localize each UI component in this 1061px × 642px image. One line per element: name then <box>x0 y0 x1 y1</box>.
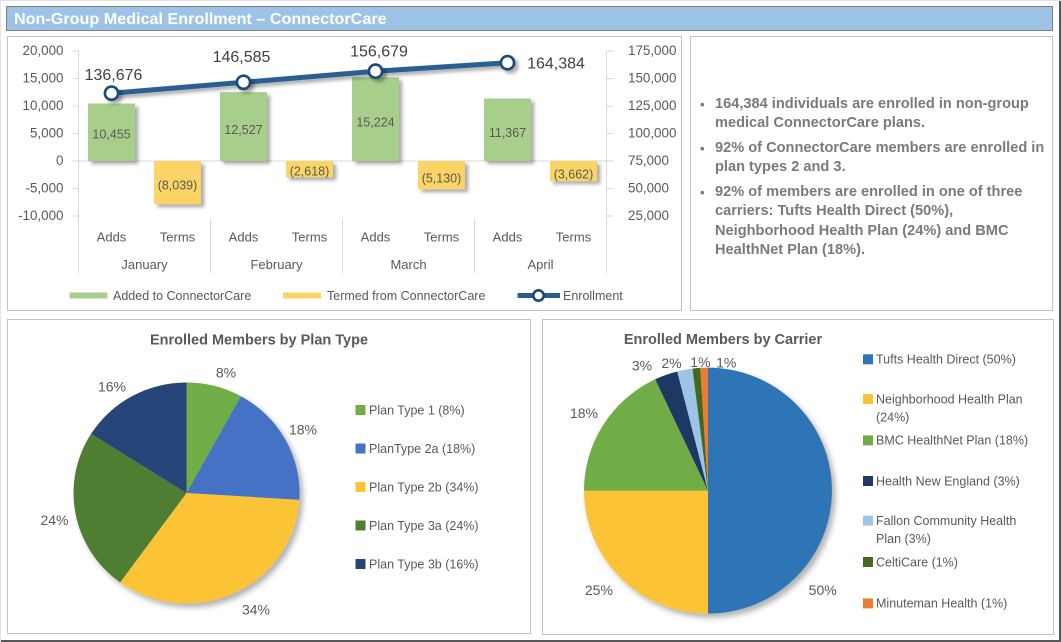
svg-text:Plan Type 1 (8%): Plan Type 1 (8%) <box>369 403 465 417</box>
svg-text:50%: 50% <box>809 582 837 598</box>
svg-text:18%: 18% <box>289 422 317 438</box>
svg-text:(8,039): (8,039) <box>158 178 198 192</box>
svg-text:150,000: 150,000 <box>628 70 676 85</box>
svg-text:25,000: 25,000 <box>628 208 669 223</box>
svg-text:Added to ConnectorCare: Added to ConnectorCare <box>113 289 251 303</box>
svg-text:Enrolled Members by Carrier: Enrolled Members by Carrier <box>624 332 823 348</box>
svg-text:1%: 1% <box>716 355 736 371</box>
svg-text:January: January <box>121 257 168 272</box>
svg-text:Health New England (3%): Health New England (3%) <box>876 474 1020 488</box>
svg-text:Termed from ConnectorCare: Termed from ConnectorCare <box>327 289 485 303</box>
svg-text:-10,000: -10,000 <box>18 208 63 223</box>
svg-text:Terms: Terms <box>292 230 328 245</box>
svg-text:Plan Type 2b (34%): Plan Type 2b (34%) <box>369 480 479 494</box>
svg-text:12,527: 12,527 <box>224 123 262 137</box>
svg-text:Enrolled Members by Plan Type: Enrolled Members by Plan Type <box>150 333 368 349</box>
svg-text:24%: 24% <box>40 512 68 528</box>
svg-text:18%: 18% <box>570 405 598 421</box>
svg-text:11,367: 11,367 <box>489 126 526 140</box>
svg-text:125,000: 125,000 <box>628 98 676 113</box>
svg-text:5,000: 5,000 <box>30 125 64 140</box>
svg-text:Minuteman Health (1%): Minuteman Health (1%) <box>876 597 1007 611</box>
svg-text:Adds: Adds <box>361 230 391 245</box>
svg-text:(3,662): (3,662) <box>554 167 594 181</box>
svg-text:CeltiCare (1%): CeltiCare (1%) <box>876 555 958 569</box>
svg-text:1%: 1% <box>690 354 710 370</box>
svg-text:2%: 2% <box>661 355 681 371</box>
svg-text:3%: 3% <box>632 358 652 374</box>
svg-text:100,000: 100,000 <box>628 125 676 140</box>
svg-text:Plan Type 3a (24%): Plan Type 3a (24%) <box>369 519 479 533</box>
svg-text:15,000: 15,000 <box>23 70 64 85</box>
svg-text:PlanType 2a (18%): PlanType 2a (18%) <box>369 442 475 456</box>
svg-text:8%: 8% <box>216 365 236 381</box>
svg-text:175,000: 175,000 <box>628 43 676 58</box>
svg-text:(5,130): (5,130) <box>422 171 462 185</box>
svg-text:Neighborhood Health Plan: Neighborhood Health Plan <box>876 392 1023 406</box>
svg-text:BMC HealthNet Plan (18%): BMC HealthNet Plan (18%) <box>876 434 1028 448</box>
svg-text:0: 0 <box>56 153 63 168</box>
svg-text:16%: 16% <box>98 379 126 395</box>
svg-text:34%: 34% <box>242 602 270 618</box>
svg-text:146,585: 146,585 <box>213 49 271 66</box>
svg-text:Terms: Terms <box>160 230 196 245</box>
svg-text:Tufts Health Direct (50%): Tufts Health Direct (50%) <box>876 353 1016 367</box>
svg-text:-5,000: -5,000 <box>26 180 64 195</box>
svg-text:February: February <box>250 257 303 272</box>
svg-text:April: April <box>527 257 553 272</box>
svg-text:(24%): (24%) <box>876 410 909 424</box>
svg-text:Enrollment: Enrollment <box>563 289 623 303</box>
svg-text:March: March <box>390 257 426 272</box>
svg-text:(2,618): (2,618) <box>290 165 330 179</box>
svg-text:Terms: Terms <box>424 230 460 245</box>
svg-text:Terms: Terms <box>556 230 592 245</box>
svg-text:136,676: 136,676 <box>85 67 143 84</box>
svg-text:Plan Type 3b (16%): Plan Type 3b (16%) <box>369 557 479 571</box>
svg-text:15,224: 15,224 <box>356 115 394 129</box>
svg-text:164,384: 164,384 <box>527 56 585 73</box>
svg-text:Adds: Adds <box>97 230 127 245</box>
svg-text:50,000: 50,000 <box>628 180 669 195</box>
svg-text:75,000: 75,000 <box>628 153 669 168</box>
svg-text:10,455: 10,455 <box>92 127 130 141</box>
svg-text:10,000: 10,000 <box>23 98 64 113</box>
svg-text:156,679: 156,679 <box>350 44 408 61</box>
svg-text:Fallon Community Health: Fallon Community Health <box>876 514 1016 528</box>
svg-text:20,000: 20,000 <box>23 43 64 58</box>
svg-text:Adds: Adds <box>229 230 259 245</box>
svg-text:Adds: Adds <box>493 230 523 245</box>
svg-text:Plan (3%): Plan (3%) <box>876 532 931 546</box>
svg-text:25%: 25% <box>585 582 613 598</box>
